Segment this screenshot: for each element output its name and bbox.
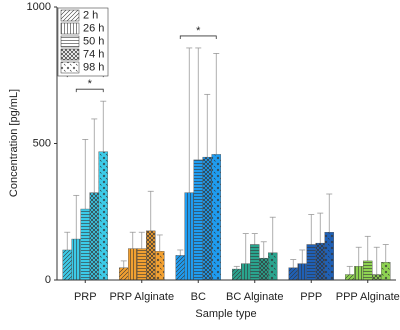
- x-tick-label: PPP: [300, 291, 322, 303]
- x-tick-label: PRP Alginate: [109, 291, 174, 303]
- significance-bracket: [179, 35, 217, 39]
- bar-pattern: [119, 267, 129, 281]
- x-tick-label: BC: [191, 291, 206, 303]
- bar-pattern: [241, 263, 251, 281]
- bar-pattern: [232, 268, 242, 281]
- x-tick-label: BC Alginate: [226, 291, 283, 303]
- bar-pattern: [146, 230, 156, 281]
- bar-pattern: [324, 232, 334, 281]
- bar-pattern: [193, 159, 203, 281]
- bar-pattern: [306, 244, 316, 281]
- bar-pattern: [363, 260, 373, 281]
- bar-pattern: [297, 263, 307, 281]
- y-tick-label: 1000: [27, 1, 51, 13]
- legend-label: 50 h: [83, 35, 104, 47]
- bar-pattern: [315, 242, 325, 281]
- bar-pattern: [62, 249, 72, 281]
- bar-pattern: [250, 244, 260, 281]
- bar-pattern: [381, 262, 391, 281]
- x-tick-label: PPP Alginate: [336, 291, 400, 303]
- x-axis-label: Sample type: [195, 308, 256, 320]
- legend-swatch-pattern: [61, 49, 79, 60]
- y-axis-label: Concentration [pg/mL]: [8, 89, 20, 197]
- bar-pattern: [372, 274, 382, 281]
- bar-pattern: [80, 208, 90, 281]
- y-tick-label: 500: [33, 137, 51, 149]
- legend-label: 98 h: [83, 61, 104, 73]
- legend-label: 2 h: [83, 9, 98, 21]
- bar-pattern: [184, 192, 194, 281]
- significance-label: *: [196, 25, 201, 37]
- legend-label: 26 h: [83, 22, 104, 34]
- bar-pattern: [268, 252, 278, 281]
- bar-pattern: [137, 248, 147, 281]
- bar-pattern: [288, 267, 298, 281]
- bar-pattern: [211, 154, 221, 281]
- legend-swatch-pattern: [61, 36, 79, 47]
- bar-pattern: [89, 192, 99, 281]
- bar-pattern: [345, 274, 355, 281]
- legend-label: 74 h: [83, 48, 104, 60]
- significance-bracket: [75, 88, 104, 93]
- x-tick-label: PRP: [74, 291, 97, 303]
- legend-swatch-pattern: [61, 10, 79, 21]
- bar-pattern: [128, 248, 138, 281]
- bar-pattern: [175, 255, 185, 281]
- y-tick-label: 0: [45, 274, 51, 286]
- bar-pattern: [259, 257, 269, 281]
- bar-pattern: [202, 156, 212, 281]
- bar-pattern: [71, 238, 81, 281]
- legend-swatch-pattern: [61, 23, 79, 34]
- legend-swatch-pattern: [61, 62, 79, 73]
- bar-pattern: [354, 266, 364, 281]
- bar-pattern: [98, 151, 108, 281]
- bar-pattern: [155, 251, 165, 281]
- significance-label: *: [88, 78, 93, 90]
